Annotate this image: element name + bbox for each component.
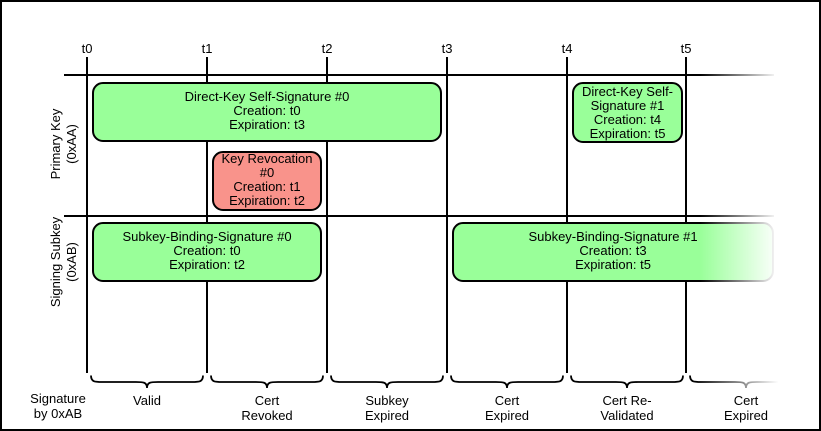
tick-label-t0: t0 (81, 41, 93, 56)
box-creation: Creation: t3 (579, 242, 647, 258)
row-label-signing-subkey: Signing Subkey (0xAB) (48, 216, 79, 308)
box-expiration: Expiration: t5 (589, 125, 666, 141)
box-expiration: Expiration: t5 (575, 256, 651, 272)
box-key-revocation-0: Key Revocation #0 Creation: t1 Expiratio… (212, 151, 322, 211)
interval-label-cert-expired-2: Cert Expired (723, 393, 769, 423)
box-creation: Creation: t1 (233, 178, 301, 194)
box-creation: Creation: t4 (593, 111, 662, 127)
interval-label-valid: Valid (133, 393, 161, 408)
interval-brace-2 (330, 375, 444, 389)
box-title: Subkey-Binding-Signature #0 (122, 228, 292, 244)
box-title: Subkey-Binding-Signature #1 (528, 228, 698, 244)
tick-label-t4: t4 (561, 41, 573, 56)
box-direct-key-self-signature-1: Direct-Key Self-Signature #1 Creation: t… (572, 82, 683, 143)
tick-label-t3: t3 (441, 41, 453, 56)
interval-label-cert-expired-1: Cert Expired (484, 393, 530, 423)
interval-brace-4 (570, 375, 684, 389)
box-creation: Creation: t0 (233, 102, 301, 118)
interval-brace-3 (450, 375, 564, 389)
box-subkey-binding-signature-0: Subkey-Binding-Signature #0 Creation: t0… (92, 222, 322, 282)
interval-label-cert-revoked: Cert Revoked (241, 393, 293, 423)
signature-by-0xab-label: Signature by 0xAB (30, 391, 86, 421)
signing-subkey-row-line (64, 215, 774, 217)
interval-brace-0 (90, 375, 204, 389)
box-title: Key Revocation #0 (221, 150, 313, 180)
box-direct-key-self-signature-0: Direct-Key Self-Signature #0 Creation: t… (92, 82, 442, 142)
box-expiration: Expiration: t2 (169, 256, 245, 272)
interval-label-subkey-expired: Subkey Expired (364, 393, 410, 423)
box-title: Direct-Key Self-Signature #1 (581, 83, 674, 113)
primary-key-row-line (64, 74, 774, 76)
box-expiration: Expiration: t2 (229, 192, 305, 208)
box-creation: Creation: t0 (173, 242, 241, 258)
tick-label-t1: t1 (201, 41, 213, 56)
fade-overlay (700, 56, 812, 392)
tick-label-t2: t2 (321, 41, 333, 56)
interval-label-cert-revalidated: Cert Re- Validated (600, 393, 654, 423)
interval-brace-1 (210, 375, 324, 389)
tick-label-t5: t5 (680, 41, 692, 56)
box-expiration: Expiration: t3 (229, 116, 305, 132)
box-title: Direct-Key Self-Signature #0 (184, 88, 350, 104)
